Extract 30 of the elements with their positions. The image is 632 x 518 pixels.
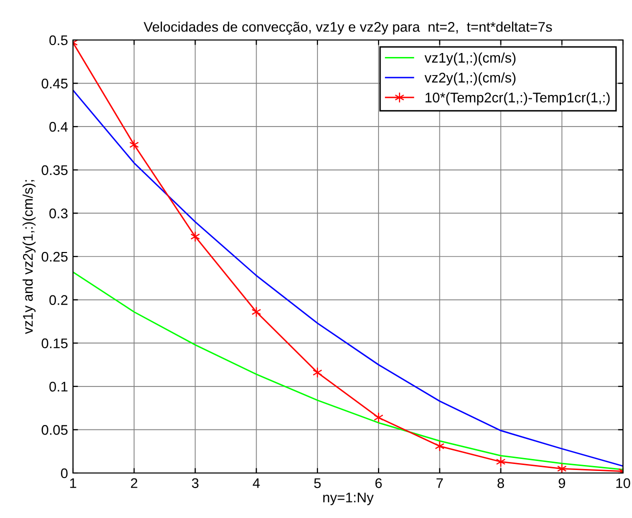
y-tick-label: 0.15	[42, 338, 68, 348]
y-tick-label: 0.5	[49, 35, 68, 46]
y-tick-label: 0.4	[49, 122, 68, 132]
point	[557, 463, 567, 473]
x-tick-label: 3	[192, 478, 198, 488]
chart-title: Velocidades de convecção, vz1y e vz2y para nt=2, t=nt*deltat=7s	[144, 22, 552, 35]
x-tick-label: 1	[70, 478, 76, 488]
y-tick-label: 0.1	[49, 382, 68, 392]
x-tick-label: 9	[558, 478, 566, 488]
point	[190, 231, 200, 242]
x-tick-label: 5	[314, 478, 321, 488]
x-tick-label: 10	[616, 478, 630, 488]
y-tick-label: 0.35	[42, 165, 68, 176]
y-axis-title: vz1y and vz2y(1,:)(cm/s);	[22, 180, 36, 334]
y-tick-label: 0.2	[49, 295, 68, 305]
x-axis-title: ny=1:Ny	[323, 492, 374, 506]
y-tick-label: 0.25	[42, 252, 68, 262]
y-tick-label: 0	[60, 468, 68, 478]
x-tick-label: 6	[375, 478, 382, 488]
legend-label: vz2y(1,:)(cm/s)	[424, 72, 516, 86]
x-tick-label: 2	[130, 478, 138, 488]
x-tick-label: 7	[436, 478, 443, 488]
y-tick-label: 0.45	[42, 78, 68, 88]
y-tick-label: 0.05	[42, 425, 68, 435]
x-tick-label: 4	[252, 478, 260, 488]
legend-label: vz1y(1,:)(cm/s)	[424, 52, 516, 66]
legend-label: 10*(Temp2cr(1,:)-Temp1cr(1,:)	[426, 92, 610, 106]
point	[496, 456, 506, 468]
x-tick-label: 8	[498, 478, 504, 488]
y-tick-label: 0.3	[49, 208, 68, 218]
